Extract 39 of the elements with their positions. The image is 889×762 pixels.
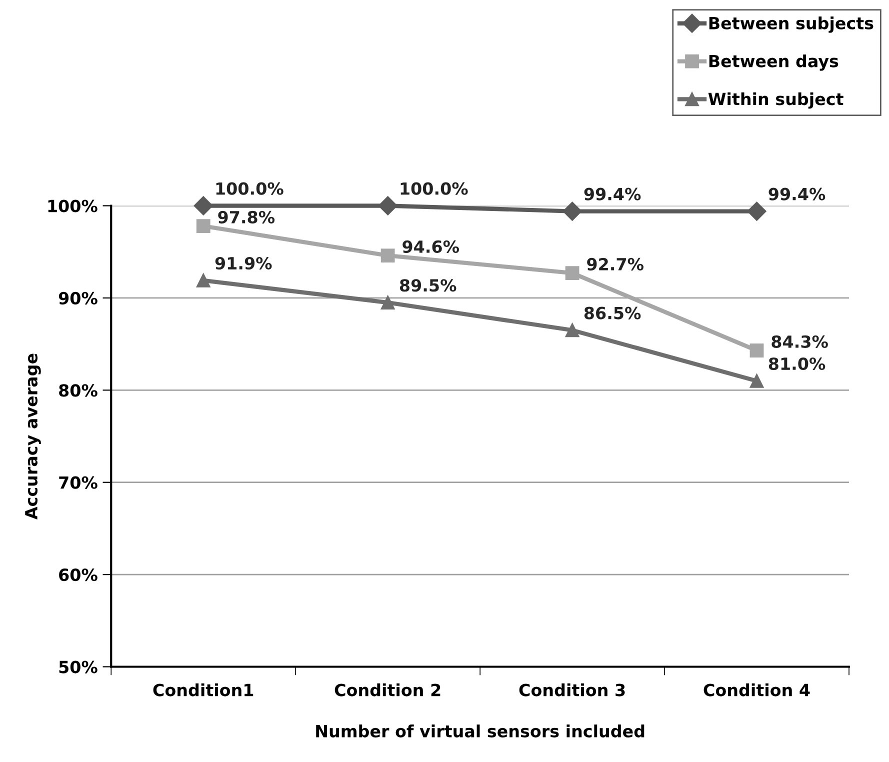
y-tick-label: 80% [59, 384, 98, 397]
legend-label: Between subjects [709, 16, 874, 33]
x-tick-label: Condition 3 [519, 683, 625, 696]
point [380, 296, 395, 310]
point [378, 196, 398, 216]
y-tick-label: 100% [48, 200, 98, 212]
point [380, 248, 395, 262]
data-label: 100.0% [400, 182, 468, 195]
data-label: 91.9% [215, 256, 272, 270]
data-label: 81.0% [768, 357, 826, 370]
y-tick-label: 60% [59, 568, 98, 582]
point [565, 266, 580, 280]
data-label: 84.3% [772, 335, 828, 348]
point [196, 273, 210, 288]
data-label: 89.5% [400, 279, 456, 292]
data-label: 94.6% [402, 240, 460, 253]
point [750, 344, 764, 358]
data-label: 86.5% [584, 306, 641, 320]
point [196, 219, 210, 233]
y-tick-label: 70% [59, 476, 98, 489]
data-label: 100.0% [216, 182, 284, 195]
point [747, 202, 766, 221]
data-label: 97.8% [218, 210, 275, 224]
point [565, 323, 580, 338]
y-tick-label: 90% [58, 292, 98, 305]
data-label: 99.4% [768, 188, 826, 200]
legend-label: Within subject [708, 92, 844, 109]
legend-label: Between days [709, 54, 838, 71]
data-label: 99.4% [584, 188, 641, 200]
y-tick-label: 50% [59, 660, 98, 674]
point [194, 196, 213, 216]
y-axis-title: Accuracy average [25, 354, 41, 520]
point [562, 202, 582, 221]
x-tick-label: Condition 4 [704, 683, 810, 696]
data-label: 92.7% [587, 258, 644, 271]
point [750, 374, 764, 388]
x-axis-title: Number of virtual sensors included [316, 724, 644, 738]
x-tick-label: Condition1 [153, 683, 254, 696]
x-tick-label: Condition 2 [334, 683, 440, 696]
